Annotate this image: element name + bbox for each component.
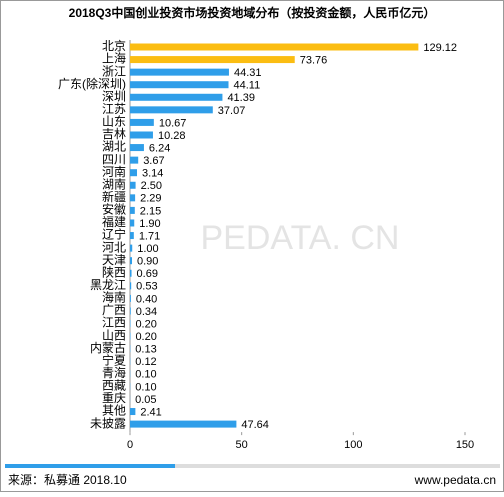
bar [130,56,295,63]
value-label: 129.12 [423,42,457,54]
value-label: 73.76 [300,54,328,66]
bar [130,307,131,314]
value-label: 44.31 [234,67,262,79]
value-label: 3.14 [142,168,163,180]
x-tick-label: 100 [344,439,362,451]
value-label: 37.07 [218,105,246,117]
y-tick-label: 未披露 [90,416,126,430]
bar [130,144,144,151]
bar [130,44,418,51]
value-label: 0.05 [135,394,156,406]
watermark: PEDATA. CN [201,219,400,257]
website: www.pedata.cn [414,473,496,487]
value-label: 3.67 [143,155,164,167]
value-label: 6.24 [149,142,170,154]
value-label: 0.12 [135,356,156,368]
bar [130,131,153,138]
value-label: 2.50 [141,180,162,192]
value-label: 0.10 [135,369,156,381]
x-tick-label: 150 [456,439,474,451]
value-label: 0.34 [136,306,157,318]
bar [130,282,131,289]
progress-fill [5,464,175,468]
value-label: 0.20 [135,318,156,330]
bar [130,219,134,226]
bar [130,157,138,164]
value-label: 0.13 [135,344,156,356]
bar [130,119,154,126]
bar [130,232,134,239]
value-label: 0.53 [136,281,157,293]
value-label: 0.90 [137,256,158,268]
bar [130,106,213,113]
bar [130,421,236,428]
bar [130,408,135,415]
value-label: 0.69 [137,268,158,280]
value-label: 44.11 [234,80,261,92]
source: 来源：私募通 2018.10 [8,473,127,487]
value-label: 47.64 [241,419,269,431]
bar [130,194,135,201]
bar [130,207,135,214]
value-label: 1.90 [139,218,160,230]
x-tick-label: 0 [127,439,133,451]
bar [130,81,229,88]
bar [130,69,229,76]
bar [130,245,132,252]
value-label: 10.28 [158,130,186,142]
value-label: 10.67 [159,117,187,129]
value-label: 0.10 [135,381,156,393]
value-label: 2.29 [140,193,161,205]
value-label: 0.20 [135,331,156,343]
value-label: 1.00 [137,243,158,255]
bar [130,295,131,302]
bar [130,182,136,189]
bar [130,270,132,277]
value-label: 0.40 [136,293,157,305]
bar [130,257,132,264]
chart-title: 2018Q3中国创业投资市场投资地域分布（按投资金额，人民币亿元） [69,5,436,20]
value-label: 2.41 [140,406,161,418]
value-label: 41.39 [227,92,255,104]
bar [130,169,137,176]
bar [130,94,222,101]
value-label: 1.71 [139,230,160,242]
value-label: 2.15 [140,205,161,217]
x-tick-label: 50 [236,439,248,451]
